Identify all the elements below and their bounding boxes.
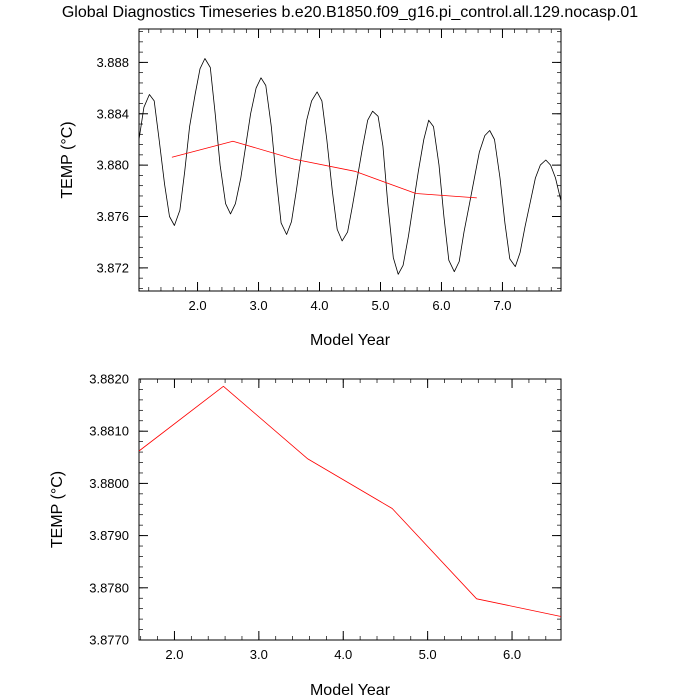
y-tick-label: 3.8820 xyxy=(89,372,129,387)
x-tick-label: 4.0 xyxy=(334,647,352,662)
bottom-panel: 2.0 3.0 4.0 5.0 6.0 3.8770 3.8780 3.8790 3.8800 3… xyxy=(49,372,562,699)
x-tick-label: 6.0 xyxy=(432,298,450,313)
y-tick-label: 3.8770 xyxy=(89,633,129,648)
top-panel: 2.0 3.0 4.0 5.0 6.0 7.0 3.872 3.876 3.880 3.884 3.… xyxy=(59,28,562,349)
x-tick-label: 3.0 xyxy=(249,298,267,313)
y-tick-label: 3.880 xyxy=(96,158,129,173)
x-axis-label: Model Year xyxy=(310,332,391,349)
y-tick-label: 3.888 xyxy=(96,55,129,70)
series-line-1 xyxy=(171,140,477,199)
x-tick-label: 4.0 xyxy=(310,298,328,313)
y-axis-label: TEMP (°C) xyxy=(49,471,66,548)
x-tick-label: 6.0 xyxy=(503,647,521,662)
chart-title: Global Diagnostics Timeseries b.e20.B185… xyxy=(62,4,638,21)
x-tick-label: 3.0 xyxy=(250,647,268,662)
y-tick-label: 3.8790 xyxy=(89,528,129,543)
y-tick-label: 3.8800 xyxy=(89,476,129,491)
x-tick-label: 5.0 xyxy=(419,647,437,662)
series-line-0 xyxy=(138,58,562,275)
y-tick-label: 3.884 xyxy=(96,106,129,121)
x-axis-label: Model Year xyxy=(310,682,391,699)
y-axis-label: TEMP (°C) xyxy=(59,121,76,198)
y-tick-label: 3.876 xyxy=(96,209,129,224)
x-tick-label: 7.0 xyxy=(493,298,511,313)
y-tick-label: 3.8810 xyxy=(89,424,129,439)
x-tick-label: 5.0 xyxy=(371,298,389,313)
x-tick-label: 2.0 xyxy=(165,647,183,662)
plot-frame xyxy=(138,28,562,292)
series-line-0 xyxy=(138,385,562,617)
y-tick-label: 3.8780 xyxy=(89,580,129,595)
plot-frame xyxy=(138,378,562,641)
x-tick-label: 2.0 xyxy=(189,298,207,313)
y-tick-label: 3.872 xyxy=(96,260,129,275)
